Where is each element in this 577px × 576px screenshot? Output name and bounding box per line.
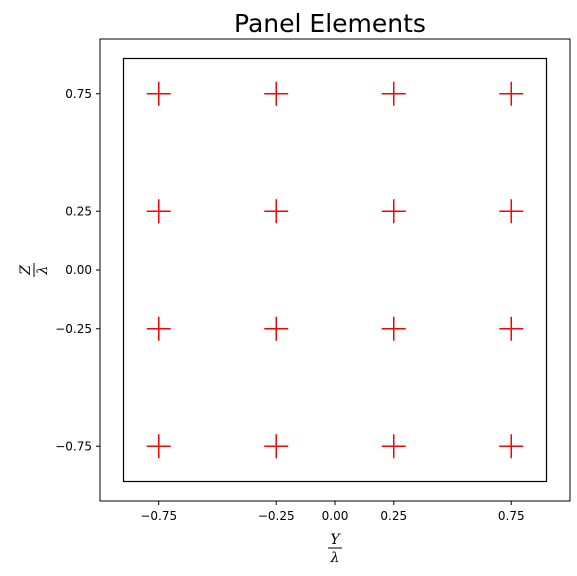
panel-element-marker (264, 81, 289, 106)
panel-element-marker (499, 434, 524, 459)
y-axis-label-numerator: Z (18, 265, 34, 276)
y-axis-label: Z λ (18, 263, 51, 277)
y-tick-label: 0.00 (65, 263, 92, 277)
panel-element-marker (499, 316, 524, 341)
panel-element-marker (264, 199, 289, 224)
x-tick-label: −0.75 (140, 509, 177, 523)
y-axis-ticks: 0.75 0.25 0.00 −0.25 −0.75 (55, 87, 100, 453)
panel-element-marker (146, 81, 171, 106)
y-tick-label: −0.75 (55, 439, 92, 453)
x-axis-label-denominator: λ (330, 550, 340, 566)
panel-element-marker (264, 316, 289, 341)
x-tick-label: 0.25 (380, 509, 407, 523)
chart-title: Panel Elements (234, 9, 426, 38)
x-axis-ticks: −0.75 −0.25 0.00 0.25 0.75 (140, 501, 525, 523)
axes-frame (99, 38, 571, 502)
panel-element-marker (499, 199, 524, 224)
y-tick-label: 0.75 (65, 87, 92, 101)
panel-element-marker (381, 81, 406, 106)
y-tick-label: −0.25 (55, 322, 92, 336)
panel-element-marker (146, 199, 171, 224)
panel-element-marker (264, 434, 289, 459)
y-tick-label: 0.25 (65, 204, 92, 218)
boundary-layer (122, 57, 548, 483)
x-axis-label-numerator: Y (330, 532, 341, 548)
panel-element-marker (381, 199, 406, 224)
panel-element-marker (381, 316, 406, 341)
panel-element-marker (146, 434, 171, 459)
x-tick-label: −0.25 (258, 509, 295, 523)
panel-boundary-rect (122, 57, 548, 483)
x-axis-label: Y λ (328, 532, 342, 566)
panel-element-marker (381, 434, 406, 459)
y-axis-label-denominator: λ (35, 266, 51, 276)
panel-element-marker (499, 81, 524, 106)
x-tick-label: 0.00 (322, 509, 349, 523)
panel-element-marker (146, 316, 171, 341)
x-tick-label: 0.75 (498, 509, 525, 523)
panel-element-markers (146, 81, 524, 459)
